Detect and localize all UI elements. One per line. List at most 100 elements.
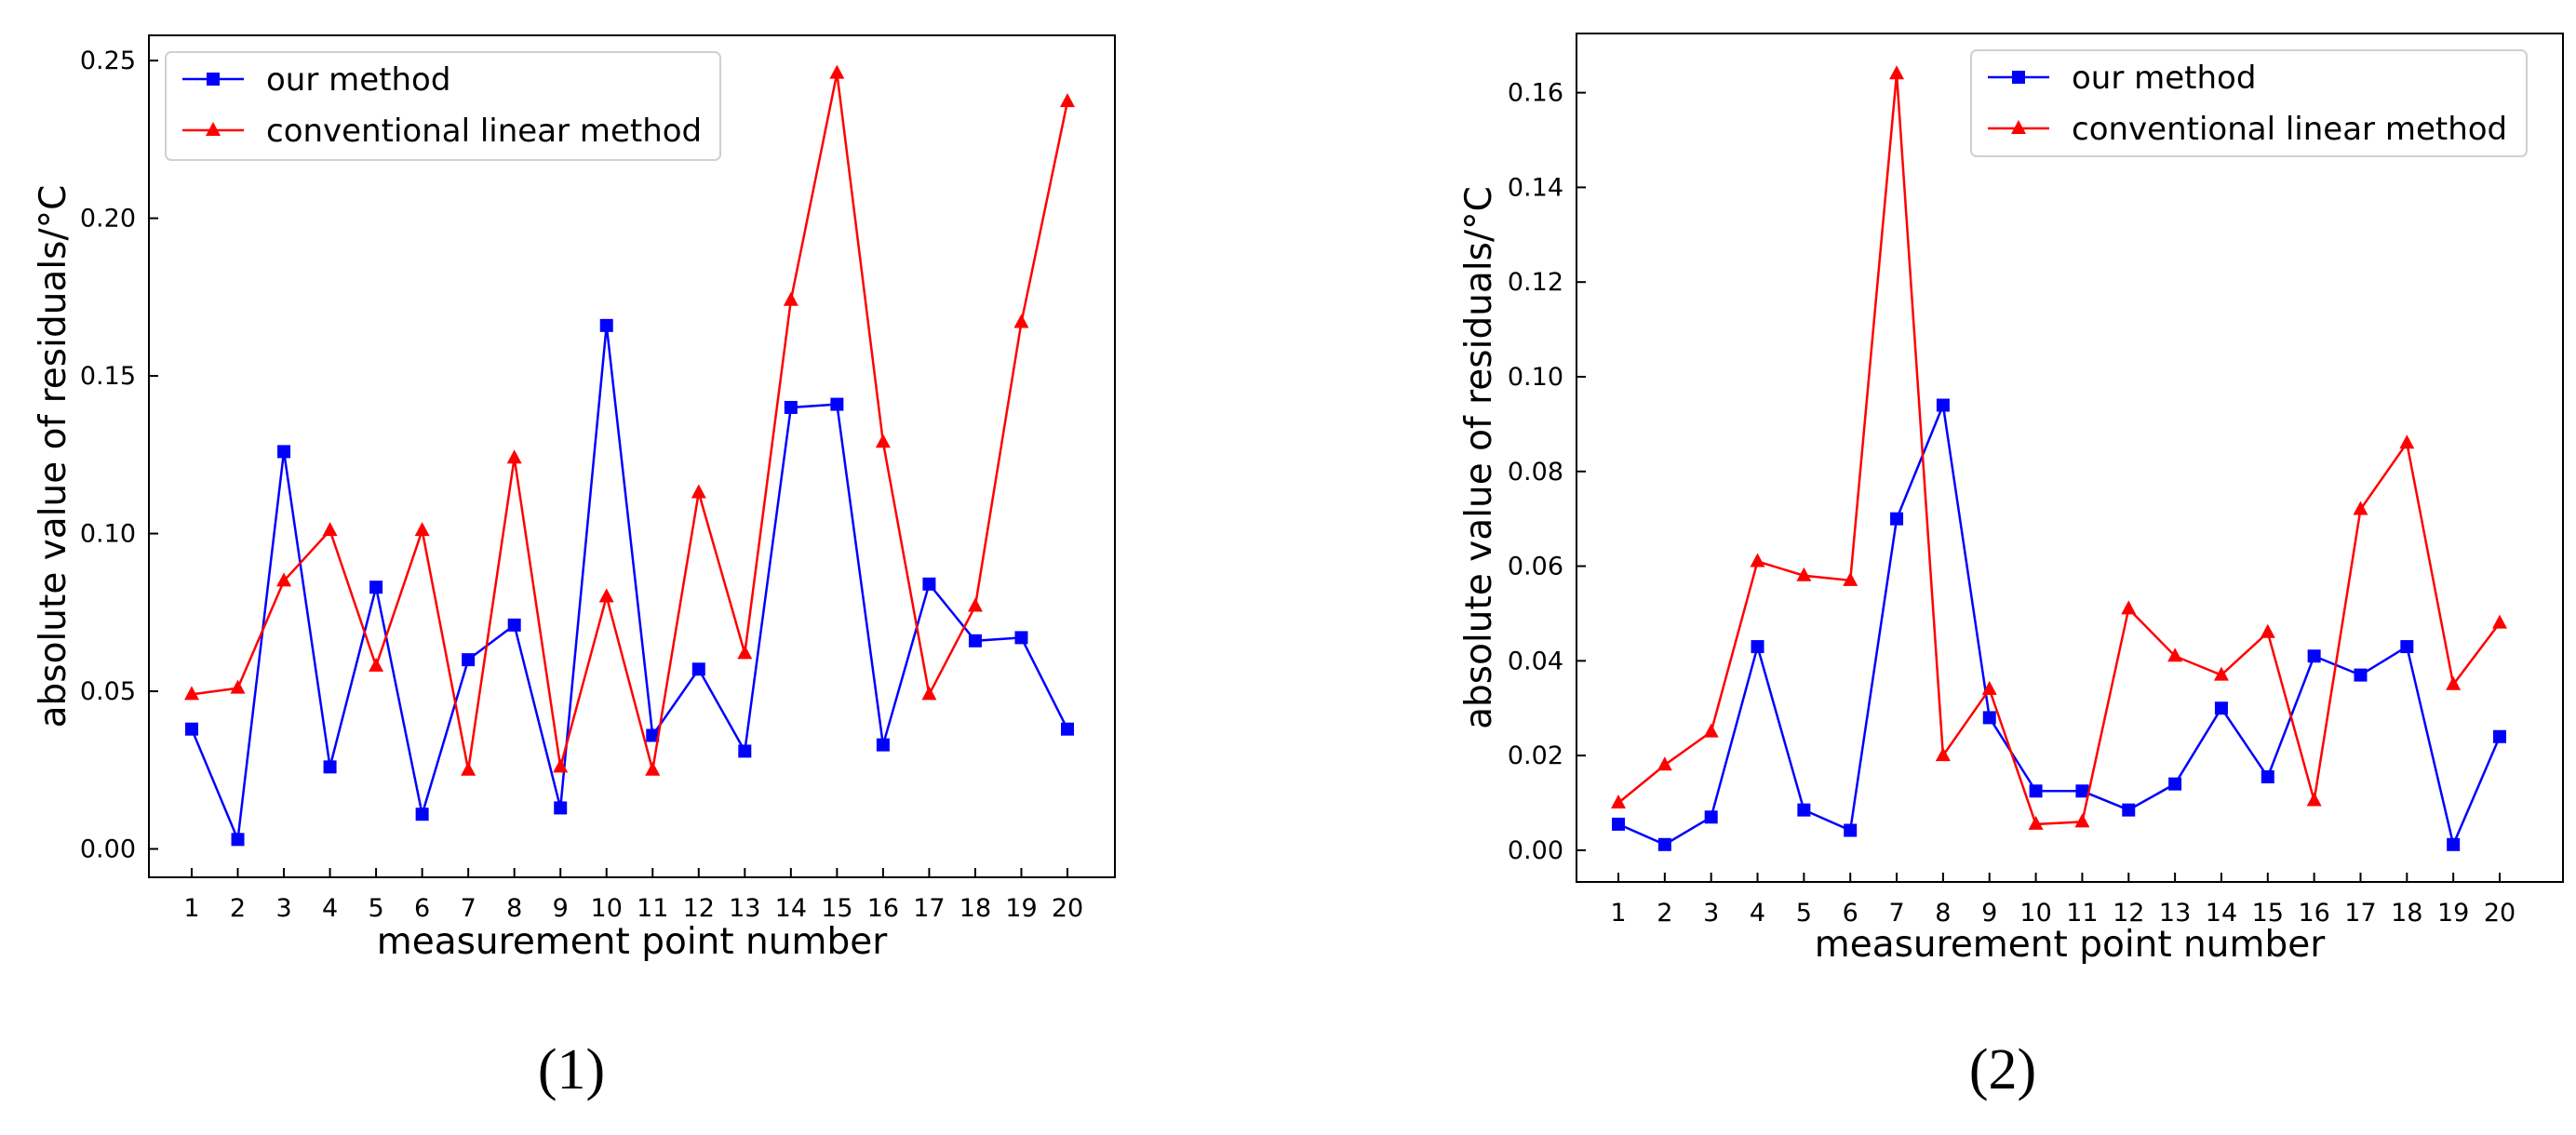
x-tick-label: 4 xyxy=(322,894,338,923)
x-tick-label: 1 xyxy=(183,894,199,923)
data-point xyxy=(737,645,753,660)
data-point xyxy=(783,291,798,306)
series-our-method xyxy=(1612,398,2506,851)
data-point xyxy=(1797,803,1811,817)
data-point xyxy=(1935,747,1951,762)
data-point xyxy=(784,400,798,414)
data-point xyxy=(1796,567,1812,581)
chart-caption: (2) xyxy=(1969,1038,2036,1102)
chart-1: 0.000.050.100.150.200.251 2 3 4 5 6 7 8 9 10 11 12 1… xyxy=(33,34,1116,1102)
data-point xyxy=(2167,648,2183,662)
legend-box xyxy=(165,51,721,161)
x-tick-label: 16 xyxy=(2298,899,2329,928)
x-tick-label: 4 xyxy=(1750,899,1765,928)
legend-label: our method xyxy=(2072,60,2256,97)
data-point xyxy=(968,634,982,648)
data-point xyxy=(2307,649,2321,663)
y-tick-label: 0.00 xyxy=(1508,836,1563,865)
x-tick-label: 18 xyxy=(959,894,991,923)
data-point xyxy=(691,662,705,676)
x-tick-label: 8 xyxy=(1935,899,1951,928)
data-point xyxy=(599,318,613,332)
data-point xyxy=(1013,314,1029,328)
legend: our method conventional linear method xyxy=(1970,49,2528,157)
data-point xyxy=(2261,770,2274,784)
data-point xyxy=(691,484,706,499)
x-tick-label: 8 xyxy=(506,894,522,923)
x-tick-label: 17 xyxy=(913,894,945,923)
data-point xyxy=(967,597,983,612)
data-point xyxy=(876,738,890,752)
data-point xyxy=(461,761,476,776)
data-point xyxy=(414,522,430,537)
x-axis-label: measurement point number xyxy=(1815,924,2327,966)
data-point xyxy=(2399,434,2415,449)
data-point xyxy=(1890,512,1904,526)
y-axis-label: absolute value of residuals/°C xyxy=(1458,186,1500,729)
data-point xyxy=(553,758,569,773)
y-tick-label: 0.25 xyxy=(80,47,136,75)
data-point xyxy=(1704,810,1718,824)
data-point xyxy=(2260,623,2275,638)
y-tick-label: 0.08 xyxy=(1508,458,1563,487)
y-tick-label: 0.05 xyxy=(80,677,136,706)
chart-caption: (1) xyxy=(538,1038,605,1102)
x-tick-label: 7 xyxy=(461,894,476,923)
legend-marker xyxy=(2011,120,2026,134)
data-point xyxy=(276,572,292,587)
data-point xyxy=(369,581,383,594)
data-point xyxy=(1611,794,1626,809)
y-tick-label: 0.16 xyxy=(1508,79,1563,108)
data-point xyxy=(921,686,937,701)
data-point xyxy=(1657,837,1671,851)
data-point xyxy=(2306,792,2322,807)
legend: our method conventional linear method xyxy=(165,51,721,161)
data-point xyxy=(598,588,614,603)
x-axis-label: measurement point number xyxy=(377,921,889,963)
axes-frame xyxy=(148,34,1116,878)
data-point xyxy=(230,679,246,694)
data-point xyxy=(2074,813,2090,828)
data-point xyxy=(1843,571,1858,586)
series-line xyxy=(1617,73,2501,826)
series-conventional-linear-method xyxy=(1611,65,2507,830)
data-point xyxy=(2493,729,2506,743)
series-line xyxy=(1617,400,2502,848)
x-tick-label: 11 xyxy=(637,894,668,923)
x-tick-label: 20 xyxy=(2484,899,2516,928)
legend-label: our method xyxy=(266,61,450,99)
axes-frame xyxy=(1576,33,2564,883)
x-tick-label: 15 xyxy=(2252,899,2284,928)
x-tick-label: 14 xyxy=(2206,899,2237,928)
data-point xyxy=(645,761,661,776)
data-point xyxy=(2168,777,2182,791)
data-point xyxy=(415,808,429,821)
x-tick-label: 7 xyxy=(1888,899,1904,928)
y-tick-label: 0.04 xyxy=(1508,647,1563,675)
legend-label: conventional linear method xyxy=(2072,111,2507,148)
x-tick-label: 12 xyxy=(2113,899,2144,928)
y-tick-label: 0.02 xyxy=(1508,741,1563,770)
x-tick-label: 17 xyxy=(2344,899,2376,928)
y-tick-label: 0.14 xyxy=(1508,173,1563,202)
data-point xyxy=(2492,614,2507,629)
data-point xyxy=(1936,398,1950,412)
series-line xyxy=(190,325,1069,845)
data-point xyxy=(1751,640,1764,654)
y-tick-label: 0.00 xyxy=(80,835,136,863)
data-point xyxy=(2028,815,2044,830)
x-tick-label: 11 xyxy=(2066,899,2098,928)
data-point xyxy=(322,522,338,537)
y-tick-label: 0.10 xyxy=(80,520,136,549)
x-tick-label: 16 xyxy=(867,894,899,923)
x-tick-label: 12 xyxy=(683,894,715,923)
x-tick-label: 6 xyxy=(1843,899,1858,928)
x-tick-label: 13 xyxy=(729,894,760,923)
x-tick-label: 19 xyxy=(2437,899,2469,928)
data-point xyxy=(323,760,337,774)
x-tick-label: 10 xyxy=(591,894,623,923)
y-tick-label: 0.20 xyxy=(80,205,136,234)
data-point xyxy=(2446,675,2462,690)
data-point xyxy=(922,577,936,591)
